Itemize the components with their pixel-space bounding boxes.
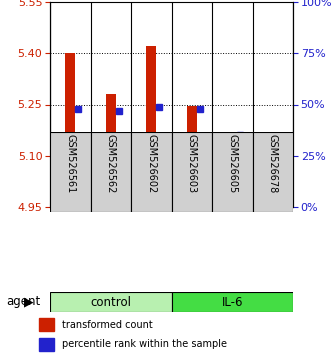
Title: GDS3773 / 10425421: GDS3773 / 10425421 xyxy=(100,0,243,1)
Text: GSM526605: GSM526605 xyxy=(227,135,237,194)
Bar xyxy=(187,105,197,207)
Bar xyxy=(227,145,237,207)
Text: transformed count: transformed count xyxy=(62,320,153,330)
Text: GSM526562: GSM526562 xyxy=(106,135,116,194)
Text: GSM526603: GSM526603 xyxy=(187,135,197,194)
Bar xyxy=(212,132,253,212)
Bar xyxy=(106,94,116,207)
Text: control: control xyxy=(90,296,131,308)
Bar xyxy=(253,132,293,212)
Bar xyxy=(39,338,54,351)
Bar xyxy=(146,46,156,207)
Text: GSM526561: GSM526561 xyxy=(65,135,75,194)
Bar xyxy=(171,292,293,312)
Text: GSM526678: GSM526678 xyxy=(268,135,278,194)
Text: percentile rank within the sample: percentile rank within the sample xyxy=(62,339,227,349)
Text: IL-6: IL-6 xyxy=(221,296,243,308)
Bar xyxy=(171,132,212,212)
Bar xyxy=(131,132,171,212)
Bar xyxy=(268,205,278,207)
Text: agent: agent xyxy=(7,296,41,308)
Bar xyxy=(90,132,131,212)
Bar xyxy=(65,53,75,207)
Bar xyxy=(50,132,90,212)
Bar xyxy=(50,292,171,312)
Bar xyxy=(39,318,54,331)
Text: GSM526602: GSM526602 xyxy=(146,135,156,194)
Text: ▶: ▶ xyxy=(24,296,33,308)
